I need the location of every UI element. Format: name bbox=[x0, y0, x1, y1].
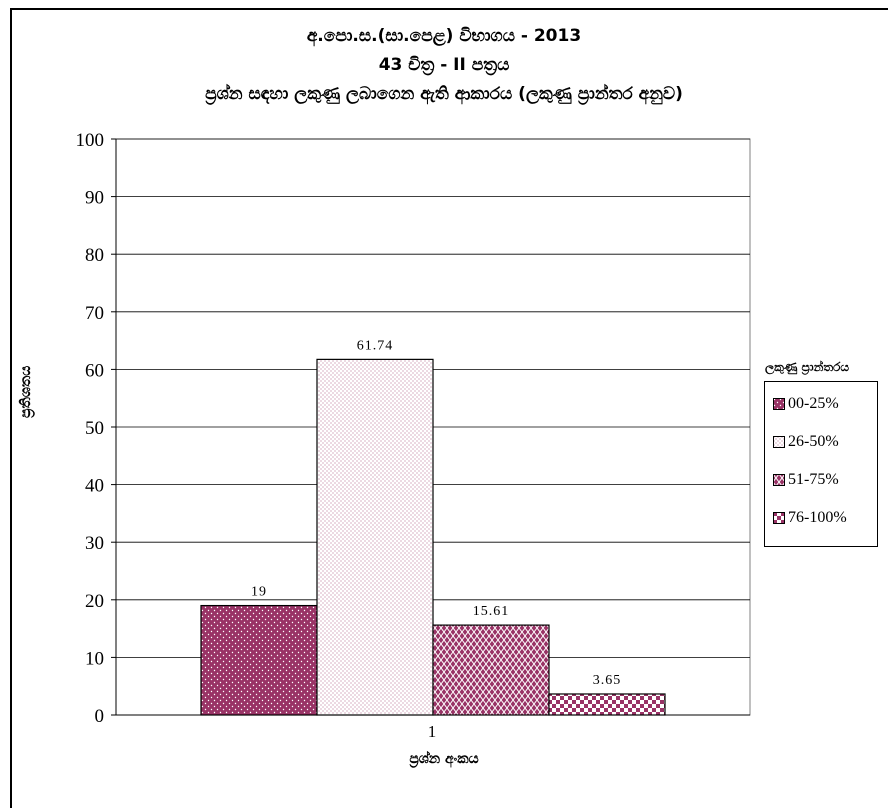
bar-51-75 bbox=[432, 624, 550, 716]
y-tick-label: 90 bbox=[85, 188, 104, 209]
y-tick-label: 80 bbox=[85, 245, 104, 266]
y-axis-label: ප්‍රතිශතය bbox=[18, 365, 34, 418]
legend-swatch-76-100 bbox=[773, 512, 785, 524]
legend-item-76-100: 76-100% bbox=[773, 508, 847, 528]
legend-item-26-50: 26-50% bbox=[773, 432, 839, 452]
legend-swatch-00-25 bbox=[773, 398, 785, 410]
bar-00-25 bbox=[200, 604, 318, 716]
bar-76-100 bbox=[548, 693, 666, 716]
legend-swatch-26-50 bbox=[773, 436, 785, 448]
legend-label-76-100: 76-100% bbox=[788, 509, 847, 526]
bar-26-50 bbox=[316, 358, 434, 716]
legend-title: ලකුණු ප්‍රාන්තරය bbox=[765, 360, 849, 374]
y-tick-label: 20 bbox=[85, 591, 104, 612]
y-tick-label: 40 bbox=[85, 476, 104, 497]
x-tick-label: 1 bbox=[428, 722, 437, 741]
bar-chart: 0 10 20 30 40 50 60 70 80 90 100 19 61.74 15.61 3.65 1 bbox=[76, 130, 751, 741]
y-tick-label: 0 bbox=[95, 706, 105, 727]
data-label: 15.61 bbox=[473, 604, 510, 619]
y-tick-label: 50 bbox=[85, 418, 104, 439]
chart-frame bbox=[10, 8, 888, 808]
chart-subtitle-2: ප්‍රශ්න සඳහා ලකුණු ලබාගෙන ඇති ආකාරය (ලකු… bbox=[205, 84, 683, 104]
data-label: 3.65 bbox=[593, 673, 622, 688]
y-tick-label: 10 bbox=[85, 648, 104, 669]
legend: 00-25% 26-50% 51-75% 76-100% bbox=[764, 381, 878, 547]
y-tick-label: 30 bbox=[85, 533, 104, 554]
legend-label-00-25: 00-25% bbox=[788, 395, 839, 412]
chart-subtitle-1: 43 චිත්‍ර - II පත්‍රය bbox=[378, 55, 510, 75]
data-label: 61.74 bbox=[357, 338, 394, 353]
chart-title: අ.පො.ස.(සා.පෙළ) විභාගය - 2013 bbox=[306, 26, 582, 46]
legend-swatch-51-75 bbox=[773, 474, 785, 486]
y-tick-label: 60 bbox=[85, 360, 104, 381]
legend-label-26-50: 26-50% bbox=[788, 433, 839, 450]
legend-item-00-25: 00-25% bbox=[773, 394, 839, 414]
legend-item-51-75: 51-75% bbox=[773, 470, 839, 490]
x-axis-label: ප්‍රශ්න අංකය bbox=[409, 751, 479, 767]
y-tick-label: 70 bbox=[85, 303, 104, 324]
legend-label-51-75: 51-75% bbox=[788, 471, 839, 488]
data-label: 19 bbox=[251, 585, 267, 600]
y-tick-label: 100 bbox=[76, 130, 105, 151]
